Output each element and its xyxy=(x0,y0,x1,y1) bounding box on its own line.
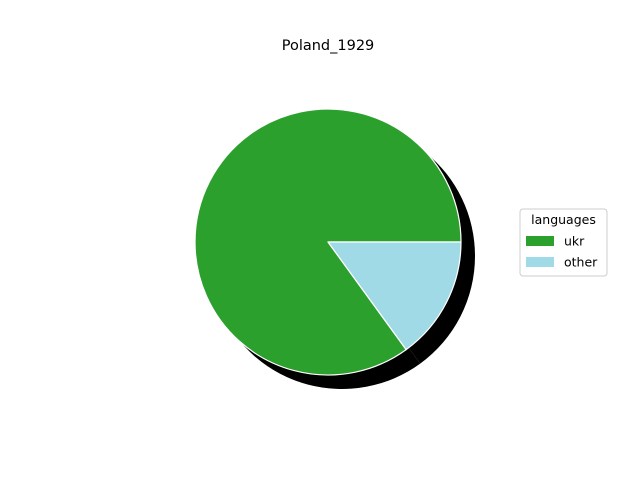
chart-title: Poland_1929 xyxy=(282,38,375,54)
pie-slices xyxy=(194,108,462,376)
pie-slice-other xyxy=(327,241,462,351)
legend-label-ukr: ukr xyxy=(564,234,585,249)
legend-swatch-ukr xyxy=(526,236,554,246)
legend-swatch-other xyxy=(526,257,554,267)
legend-label-other: other xyxy=(564,255,598,270)
legend-items: ukr other xyxy=(526,234,598,270)
legend-title: languages xyxy=(531,212,596,227)
legend: languages ukr other xyxy=(519,208,608,277)
